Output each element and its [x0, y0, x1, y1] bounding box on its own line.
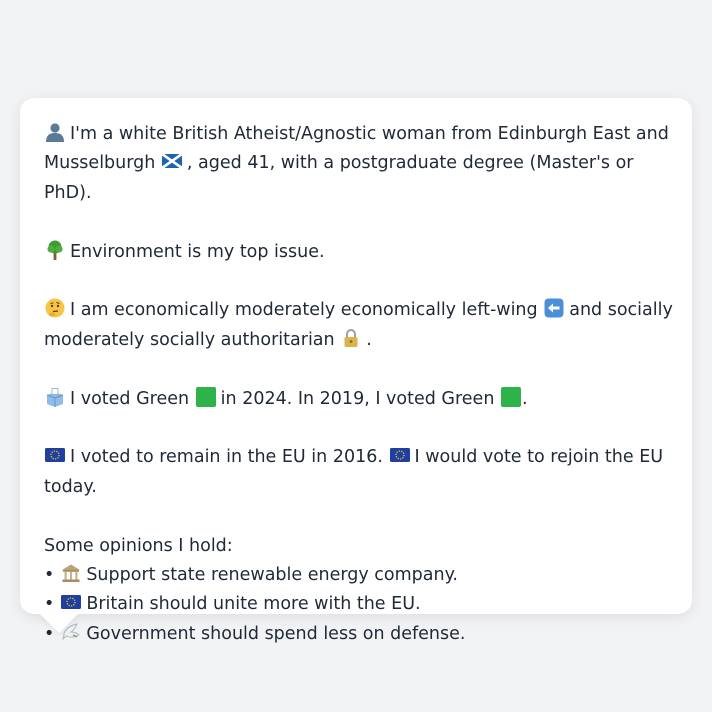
speech-bubble-tail: [38, 612, 80, 633]
eu-flag-icon: [389, 444, 411, 466]
eu-paragraph: I voted to remain in the EU in 2016. I w…: [44, 443, 674, 502]
scotland-flag-icon: [161, 150, 183, 172]
eu-text-remain: I voted to remain in the EU in 2016.: [70, 447, 383, 468]
tree-icon: [44, 239, 66, 261]
ballot-box-icon: [44, 386, 66, 408]
voting-text-2024: I voted Green: [70, 388, 190, 409]
identity-text: I'm a white British Atheist/Agnostic wom…: [44, 124, 669, 174]
opinion-text: Government should spend less on defense.: [86, 623, 466, 644]
eu-flag-icon: [60, 591, 82, 613]
person-silhouette-icon: [44, 121, 66, 143]
green-square-icon: [195, 386, 217, 408]
voting-text-2019: in 2024. In 2019, I voted Green: [220, 388, 495, 409]
opinions-heading: Some opinions I hold:: [44, 535, 233, 556]
voting-text-end: .: [522, 388, 528, 409]
voting-paragraph: I voted Green in 2024. In 2019, I voted …: [44, 385, 674, 414]
ideology-text-social: and socially moderately socially authori…: [44, 300, 673, 350]
opinions-list: • Support state renewable energy company…: [44, 561, 674, 649]
list-item: • Government should spend less on defens…: [44, 620, 674, 649]
list-item: • Support state renewable energy company…: [44, 561, 674, 590]
ideology-paragraph: I am economically moderately economicall…: [44, 296, 674, 355]
eu-flag-icon: [44, 444, 66, 466]
ideology-text-economic: I am economically moderately economicall…: [70, 300, 538, 321]
identity-text-continued: , aged 41, with a postgraduate degree (M…: [44, 153, 634, 203]
ideology-text-end: .: [366, 329, 372, 350]
top-issue-text: Environment is my top issue.: [70, 241, 325, 262]
list-item: • Britain should unite more with the EU.: [44, 590, 674, 619]
green-square-icon: [500, 386, 522, 408]
opinion-text: Support state renewable energy company.: [86, 565, 458, 586]
profile-message-card: I'm a white British Atheist/Agnostic wom…: [20, 98, 692, 644]
left-arrow-icon: [543, 297, 565, 319]
eu-text-rejoin: I would vote to rejoin the EU today.: [44, 447, 664, 497]
opinion-text: Britain should unite more with the EU.: [86, 594, 421, 615]
top-issue-paragraph: Environment is my top issue.: [44, 238, 674, 267]
classical-building-icon: [60, 562, 82, 584]
lock-icon: [340, 327, 362, 349]
identity-paragraph: I'm a white British Atheist/Agnostic wom…: [44, 120, 674, 208]
thinking-face-icon: [44, 297, 66, 319]
